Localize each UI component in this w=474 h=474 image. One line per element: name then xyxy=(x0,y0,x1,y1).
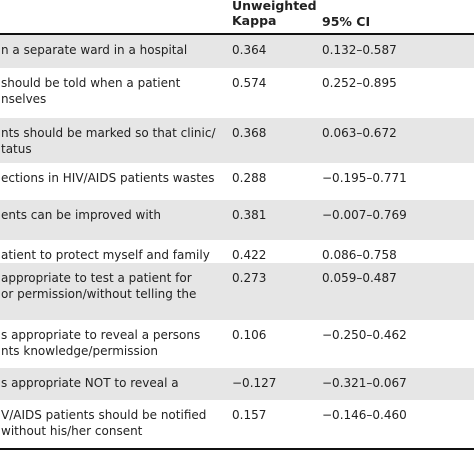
item-text: s appropriate NOT to reveal a xyxy=(1,376,179,390)
header-kappa: Unweighted Kappa xyxy=(232,0,317,28)
ci-value: −0.321–0.067 xyxy=(322,376,407,390)
item-text: or permission/without telling the xyxy=(1,287,197,301)
table-row: should be told when a patient nselves 0.57… xyxy=(0,68,474,118)
ci-value: 0.059–0.487 xyxy=(322,271,397,285)
kappa-value: 0.364 xyxy=(232,43,267,57)
kappa-value: 0.368 xyxy=(232,126,267,140)
table-row: s appropriate NOT to reveal a −0.127 −0.32… xyxy=(0,368,474,400)
header-rule xyxy=(0,33,474,35)
item-text: nts knowledge/permission xyxy=(1,344,158,358)
item-text: tatus xyxy=(1,142,32,156)
kappa-value: 0.288 xyxy=(232,171,267,185)
item-text: atient to protect myself and family xyxy=(1,248,210,262)
table-row: ents can be improved with 0.381 −0.007–0.7… xyxy=(0,200,474,240)
table-row: nts should be marked so that clinic/tatu… xyxy=(0,118,474,163)
kappa-value: 0.574 xyxy=(232,76,267,90)
kappa-value: −0.127 xyxy=(232,376,277,390)
kappa-value: 0.381 xyxy=(232,208,267,222)
item-text: s appropriate to reveal a persons xyxy=(1,328,201,342)
kappa-value: 0.106 xyxy=(232,328,267,342)
table-row: atient to protect myself and family 0.422… xyxy=(0,240,474,263)
item-text: ections in HIV/AIDS patients wastes xyxy=(1,171,215,185)
kappa-value: 0.273 xyxy=(232,271,267,285)
ci-value: 0.086–0.758 xyxy=(322,248,397,262)
ci-value: −0.007–0.769 xyxy=(322,208,407,222)
table-row: ections in HIV/AIDS patients wastes 0.288… xyxy=(0,163,474,200)
item-text: nselves xyxy=(1,92,47,106)
bottom-rule xyxy=(0,448,474,450)
ci-value: −0.195–0.771 xyxy=(322,171,407,185)
item-text: should be told when a patient xyxy=(1,76,181,90)
table-row: V/AIDS patients should be notified withou… xyxy=(0,400,474,448)
ci-value: 0.252–0.895 xyxy=(322,76,397,90)
kappa-value: 0.157 xyxy=(232,408,267,422)
ci-value: 0.063–0.672 xyxy=(322,126,397,140)
table-row: appropriate to test a patient for or perm… xyxy=(0,263,474,320)
table-row: n a separate ward in a hospital 0.364 0.13… xyxy=(0,35,474,68)
ci-value: 0.132–0.587 xyxy=(322,43,397,57)
item-text: ents can be improved with xyxy=(1,208,161,222)
item-text: V/AIDS patients should be notified xyxy=(1,408,207,422)
table-row: s appropriate to reveal a persons nts kno… xyxy=(0,320,474,368)
kappa-value: 0.422 xyxy=(232,248,267,262)
item-text: without his/her consent xyxy=(1,424,143,438)
ci-value: −0.146–0.460 xyxy=(322,408,407,422)
header-ci: 95% CI xyxy=(322,14,371,29)
ci-value: −0.250–0.462 xyxy=(322,328,407,342)
item-text: appropriate to test a patient for xyxy=(1,271,192,285)
item-text: nts should be marked so that clinic/ xyxy=(1,126,216,140)
item-text: n a separate ward in a hospital xyxy=(1,43,188,57)
